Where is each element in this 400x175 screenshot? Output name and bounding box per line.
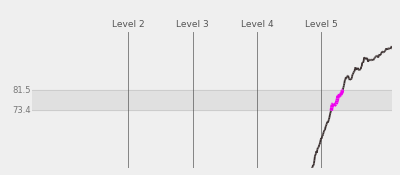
Text: Level 5: Level 5	[305, 20, 338, 29]
Text: Level 3: Level 3	[176, 20, 209, 29]
Bar	[32, 90, 392, 110]
Text: Level 4: Level 4	[241, 20, 273, 29]
Text: Level 2: Level 2	[112, 20, 145, 29]
